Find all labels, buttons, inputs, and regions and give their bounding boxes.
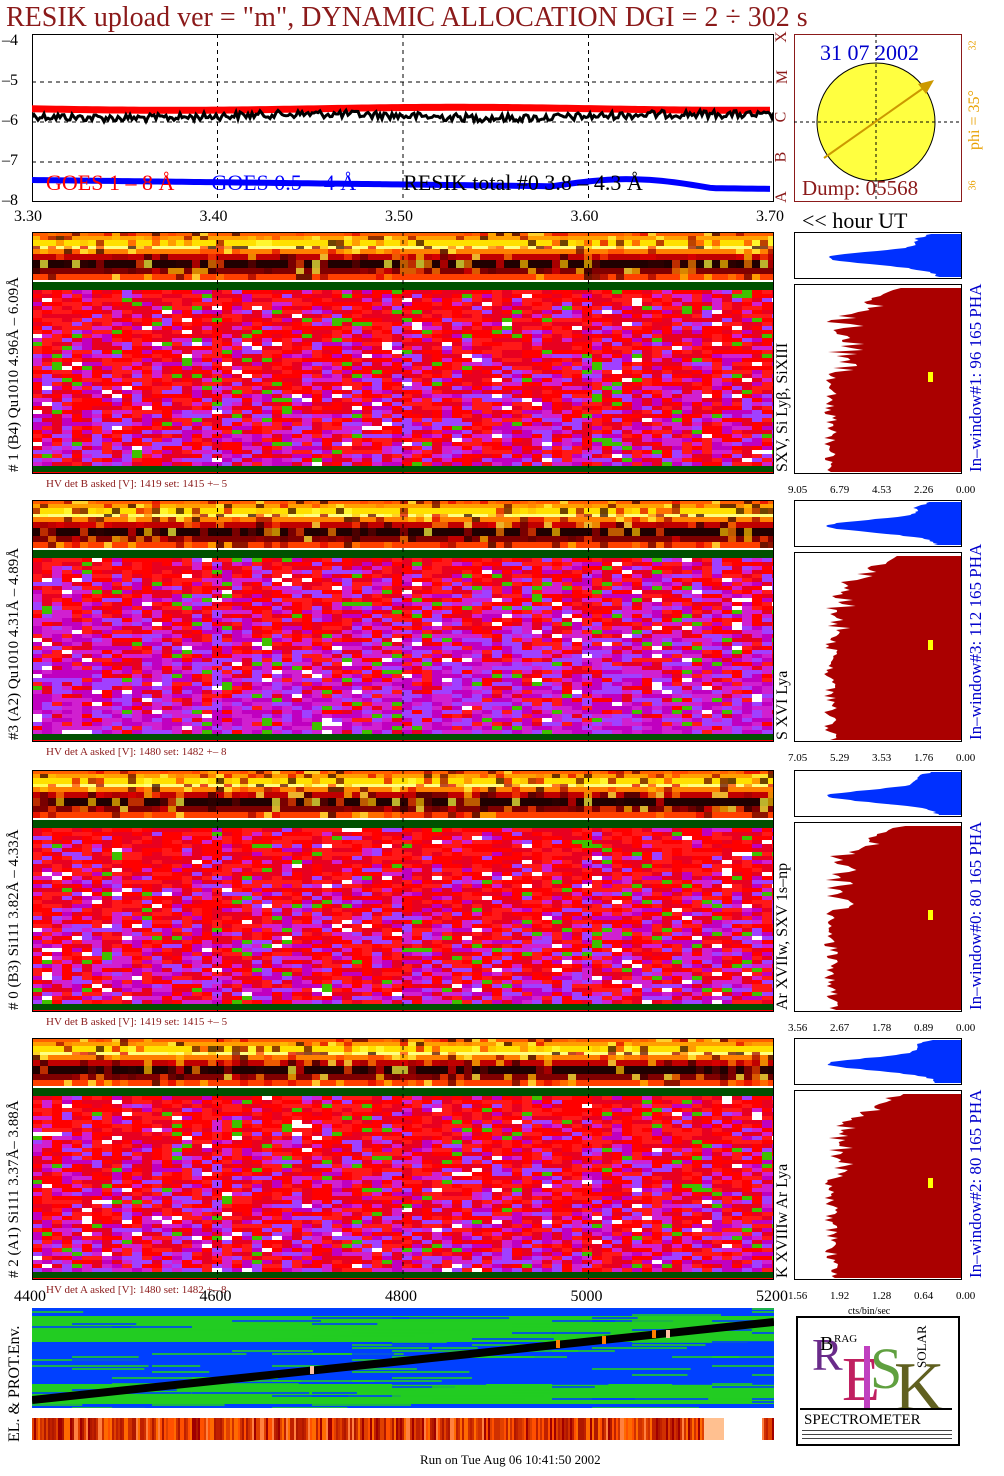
env-x-tick: 5000 [570,1288,603,1305]
logo-caption: SPECTROMETER [804,1412,921,1428]
goes-plot [32,34,774,202]
sun-bottom-num: 36 [967,180,979,191]
legend-goes-1-8: GOES 1 – 8 Å [46,170,175,195]
hist-tick: 7.05 [788,752,808,764]
goes-y-tick: –5 [2,72,18,89]
hist-tick: 0.89 [914,1022,934,1034]
channel-range-label: # 2 (A1) Si111 3.37Å– 3.88Å [6,1100,22,1278]
flare-class-letter: M [774,69,792,85]
goes-05-4-curve [32,176,771,192]
flare-class-letter: C [772,111,790,123]
channel-range-label: # 0 (B3) Si111 3.82Å – 4.33Å [6,829,22,1010]
hist-tick: 3.56 [788,1022,808,1034]
goes-panel [32,34,774,202]
hist-tick: 3.53 [872,752,892,764]
in-window-label: In–window#2: 80 165 PHA [966,1089,985,1278]
channel-lines-label: SXV, Si Lyβ, SiXIII [774,342,791,472]
pha-histogram [794,232,962,474]
spectrogram [32,500,774,742]
hv-status: HV det B asked [V]: 1419 set: 1415 +– 5 [46,478,228,490]
hist-tick: 4.53 [872,484,892,496]
flare-class-letter: B [772,151,790,163]
pha-histogram [794,770,962,1012]
channel-lines-label: Ar XVIIw, SXV 1s–np [774,862,791,1010]
hist-tick: 0.00 [956,484,976,496]
hist-tick: 1.78 [872,1022,892,1034]
channel-range-label: # 1 (B4) Qu1010 4.96Å – 6.09Å [6,277,22,472]
env-trend-line [32,1318,774,1404]
goes-x-tick: 3.50 [385,208,413,225]
resik-logo: R E S K B RAG SOLAR SPECTROMETER [796,1316,960,1446]
channel-lines-label: K XVIIIw Ar Lya [774,1163,791,1278]
spectrogram [32,1038,774,1280]
env-panel [32,1308,774,1408]
goes-1-8-curve [32,103,771,114]
sun-top-num: 32 [967,40,979,51]
pha-histogram [794,500,962,742]
in-window-label: In–window#0: 80 165 PHA [966,821,985,1010]
env-x-tick: 5200 [756,1288,788,1305]
hv-status: HV det B asked [V]: 1419 set: 1415 +– 5 [46,1016,228,1028]
hist-tick: 6.79 [830,484,850,496]
in-window-label: In–window#1: 96 165 PHA [966,283,985,472]
sun-dump: Dump: 05568 [802,176,919,200]
hist-tick: 0.00 [956,1290,976,1302]
hist-tick: 2.67 [830,1022,850,1034]
channel-range-label: #3 (A2) Qu1010 4.31Å – 4.89Å [6,547,22,740]
hist-unit: cts/bin/sec [848,1306,891,1317]
goes-y-tick: –6 [2,112,18,129]
goes-x-tick: 3.40 [199,208,228,225]
spectrogram [32,232,774,474]
hist-tick: 1.92 [830,1290,850,1302]
channel-lines-label: S XVI Lya [774,670,791,740]
phi-arrow [823,81,933,159]
env-x-tick: 4400 [14,1288,46,1305]
pha-histogram [794,1038,962,1280]
hist-tick: 0.00 [956,1022,976,1034]
goes-legend: GOES 1 – 8 Å GOES 0.5 – 4 Å RESIK total … [46,170,643,196]
page-title: RESIK upload ver = "m", DYNAMIC ALLOCATI… [6,2,808,33]
env-x-tick: 4800 [385,1288,417,1305]
hist-tick: 1.56 [788,1290,808,1302]
legend-resik-total: RESIK total #0 3.8 – 4.3 Å [403,170,643,195]
hist-tick: 5.29 [830,752,850,764]
sun-phi: phi = 35° [966,90,983,150]
in-window-label: In–window#3: 112 165 PHA [966,543,985,740]
color-strip [32,1418,774,1440]
hist-tick: 0.00 [956,752,976,764]
hv-status: HV det A asked [V]: 1480 set: 1482 +– 8 [46,746,227,758]
sun-panel [794,34,962,202]
env-label: EL. & PROT.Env. [6,1325,23,1442]
resik-total-curve [32,106,774,126]
goes-y-tick: –4 [2,32,18,49]
hist-tick: 9.05 [788,484,808,496]
goes-x-tick: 3.30 [14,208,42,225]
hist-tick: 1.28 [872,1290,892,1302]
x-unit-label: << hour UT [802,208,908,233]
flare-class-letter: X [772,31,790,43]
hist-tick: 0.64 [914,1290,934,1302]
spectrogram [32,770,774,1012]
goes-x-tick: 3.70 [756,208,784,225]
goes-y-tick: –7 [2,152,18,169]
footer-run: Run on Tue Aug 06 10:41:50 2002 [420,1452,601,1467]
hist-tick: 2.26 [914,484,934,496]
sun-date: 31 07 2002 [820,40,919,65]
goes-y-tick: –8 [2,192,18,209]
goes-x-tick: 3.60 [570,208,599,225]
hv-status: HV det A asked [V]: 1480 set: 1482 +– 8 [46,1284,227,1296]
flare-class-letter: A [772,191,790,203]
hist-tick: 1.76 [914,752,934,764]
legend-goes-05-4: GOES 0.5 – 4 Å [211,170,357,195]
env-x-tick: 4600 [199,1288,232,1305]
